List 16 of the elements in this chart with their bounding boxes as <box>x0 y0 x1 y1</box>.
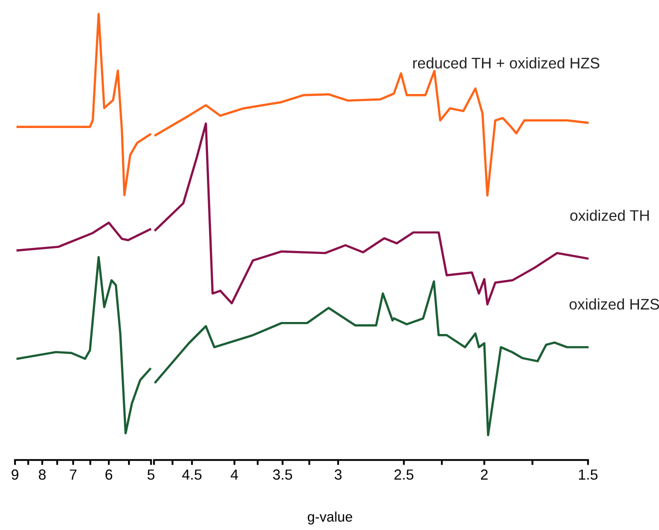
x-axis-title: g-value <box>308 512 352 524</box>
x-tick-label: 6 <box>106 469 112 480</box>
x-tick-label: 2.5 <box>394 469 414 480</box>
x-tick-label: 4 <box>230 470 238 480</box>
x-tick-label: 3 <box>334 469 342 480</box>
series-label: reduced TH + oxidized HZS <box>413 57 600 69</box>
x-tick-label: 4.5 <box>182 470 202 480</box>
x-tick-label: 7 <box>70 470 76 480</box>
x-tick-label: 9 <box>12 469 18 480</box>
x-tick-label: 3.5 <box>272 469 292 480</box>
x-tick-label: 5 <box>148 470 154 480</box>
x-tick-label: 8 <box>38 469 46 480</box>
text: oxidized HZS <box>570 298 659 310</box>
x-tick-label: 2 <box>480 469 488 480</box>
text: oxidized TH <box>570 210 649 221</box>
x-tick-label: 1.5 <box>578 470 598 480</box>
